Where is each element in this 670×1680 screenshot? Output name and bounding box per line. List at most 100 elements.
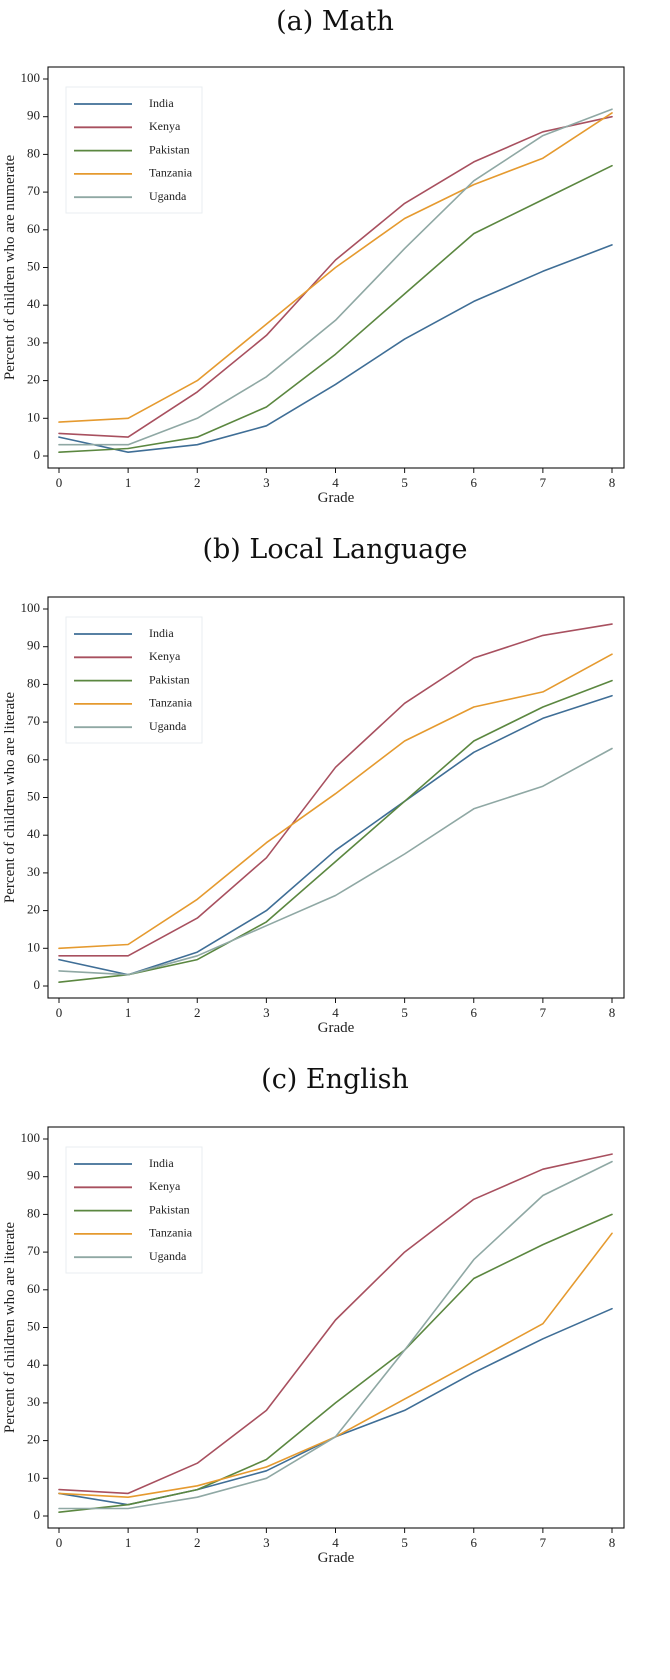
y-tick-label: 30 xyxy=(27,334,40,349)
chart-title: (a) Math xyxy=(276,6,394,37)
x-axis-label: Grade xyxy=(318,1550,355,1566)
y-tick-label: 10 xyxy=(27,409,40,424)
legend-label-pakistan: Pakistan xyxy=(149,142,190,156)
series-line-uganda xyxy=(58,1160,613,1510)
y-tick-label: 70 xyxy=(27,1243,40,1258)
legend: India Kenya Pakistan Tanzania Uganda xyxy=(65,86,203,214)
chart-panel-2: (c) English 0 10 20 30 40 50 60 70 80 90 100 0 1 2 3 4 5 6… xyxy=(2,1064,625,1566)
x-tick-label: 1 xyxy=(125,1535,132,1550)
y-tick-label: 10 xyxy=(27,939,40,954)
x-tick-label: 3 xyxy=(263,1535,270,1550)
x-tick-label: 7 xyxy=(540,1535,547,1550)
x-tick-label: 3 xyxy=(263,475,270,490)
series-line-pakistan xyxy=(58,164,613,454)
series-line-tanzania xyxy=(58,112,613,423)
series-line-uganda xyxy=(58,108,613,446)
y-axis-label: Percent of children who are literate xyxy=(2,692,18,903)
x-tick-label: 2 xyxy=(194,1535,201,1550)
y-tick-label: 0 xyxy=(34,447,41,462)
y-tick-label: 90 xyxy=(27,638,40,653)
legend: India Kenya Pakistan Tanzania Uganda xyxy=(65,616,203,744)
y-tick-label: 20 xyxy=(27,1432,40,1447)
series-line-kenya xyxy=(58,115,613,438)
legend: India Kenya Pakistan Tanzania Uganda xyxy=(65,1146,203,1274)
y-tick-label: 90 xyxy=(27,1168,40,1183)
legend-label-tanzania: Tanzania xyxy=(149,696,193,710)
x-tick-label: 5 xyxy=(401,1535,408,1550)
legend-label-kenya: Kenya xyxy=(149,649,181,663)
y-tick-label: 100 xyxy=(21,70,41,85)
series-line-pakistan xyxy=(58,679,613,984)
y-tick-label: 70 xyxy=(27,713,40,728)
x-tick-label: 7 xyxy=(540,475,547,490)
x-tick-label: 4 xyxy=(332,1535,339,1550)
x-tick-label: 0 xyxy=(56,1535,63,1550)
x-tick-label: 8 xyxy=(609,1535,616,1550)
legend-label-tanzania: Tanzania xyxy=(149,1226,193,1240)
y-tick-label: 50 xyxy=(27,258,40,273)
series-line-tanzania xyxy=(58,653,613,950)
chart-panel-1: (b) Local Language0102030405060708090100… xyxy=(2,534,625,1036)
chart-panel-0: (a) Math 0 10 20 30 40 50 60 70 80 90 100 0 1 2 3 4 5 6 7 8 G… xyxy=(2,6,625,506)
legend-label-pakistan: Pakistan xyxy=(149,672,190,686)
x-tick-label: 5 xyxy=(401,475,408,490)
y-axis-label: Percent of children who are numerate xyxy=(2,155,18,381)
x-tick-label: 0 xyxy=(56,1005,63,1020)
legend-label-tanzania: Tanzania xyxy=(149,166,193,180)
legend-label-pakistan: Pakistan xyxy=(149,1202,190,1216)
x-tick-label: 2 xyxy=(194,475,201,490)
y-tick-label: 70 xyxy=(27,183,40,198)
y-tick-label: 40 xyxy=(27,296,40,311)
y-axis-label: Percent of children who are literate xyxy=(2,1222,18,1433)
x-tick-label: 6 xyxy=(471,475,478,490)
x-axis-label: Grade xyxy=(318,490,355,506)
x-tick-label: 1 xyxy=(125,1005,132,1020)
x-axis-label: Grade xyxy=(318,1020,355,1036)
series-line-india xyxy=(58,694,613,976)
series-line-kenya xyxy=(58,1153,613,1495)
y-tick-label: 20 xyxy=(27,902,40,917)
y-tick-label: 60 xyxy=(27,751,40,766)
x-tick-label: 4 xyxy=(332,475,339,490)
x-tick-label: 0 xyxy=(56,475,63,490)
x-tick-label: 4 xyxy=(332,1005,339,1020)
y-tick-label: 0 xyxy=(34,977,41,992)
series-line-pakistan xyxy=(58,1213,613,1513)
x-tick-label: 2 xyxy=(194,1005,201,1020)
y-tick-label: 100 xyxy=(21,1130,41,1145)
x-tick-label: 6 xyxy=(471,1535,478,1550)
series-line-kenya xyxy=(58,623,613,957)
y-tick-label: 80 xyxy=(27,145,40,160)
y-tick-label: 10 xyxy=(27,1469,40,1484)
legend-label-india: India xyxy=(149,626,174,640)
series-line-india xyxy=(58,244,613,454)
x-tick-label: 3 xyxy=(263,1005,270,1020)
y-tick-label: 60 xyxy=(27,1281,40,1296)
chart-title: (b) Local Language xyxy=(202,534,467,565)
legend-label-uganda: Uganda xyxy=(149,189,187,203)
y-tick-label: 30 xyxy=(27,864,40,879)
y-tick-label: 90 xyxy=(27,108,40,123)
legend-label-kenya: Kenya xyxy=(149,119,181,133)
series-line-uganda xyxy=(58,747,613,976)
x-tick-label: 7 xyxy=(540,1005,547,1020)
y-tick-label: 50 xyxy=(27,788,40,803)
y-tick-label: 0 xyxy=(34,1507,41,1522)
legend-label-uganda: Uganda xyxy=(149,1249,187,1263)
x-tick-label: 5 xyxy=(401,1005,408,1020)
y-tick-label: 20 xyxy=(27,372,40,387)
y-tick-label: 40 xyxy=(27,826,40,841)
y-tick-label: 40 xyxy=(27,1356,40,1371)
x-tick-label: 8 xyxy=(609,475,616,490)
legend-label-india: India xyxy=(149,1156,174,1170)
chart-title: (c) English xyxy=(261,1064,409,1095)
y-tick-label: 30 xyxy=(27,1394,40,1409)
y-tick-label: 80 xyxy=(27,675,40,690)
y-tick-label: 50 xyxy=(27,1318,40,1333)
legend-label-uganda: Uganda xyxy=(149,719,187,733)
y-tick-label: 80 xyxy=(27,1205,40,1220)
x-tick-label: 1 xyxy=(125,475,132,490)
x-tick-label: 8 xyxy=(609,1005,616,1020)
legend-label-kenya: Kenya xyxy=(149,1179,181,1193)
y-tick-label: 100 xyxy=(21,600,41,615)
